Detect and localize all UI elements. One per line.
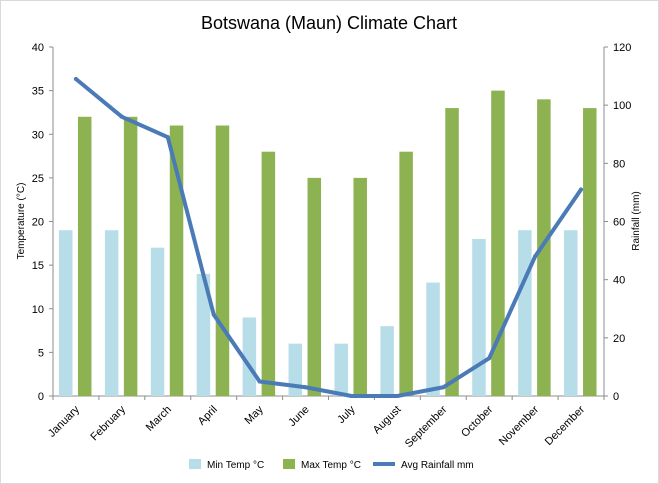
y-axis-right-title: Rainfall (mm) [631,191,642,250]
x-tick-label: November [497,403,542,448]
bars [58,90,597,397]
rainfall-point [487,356,492,361]
y-right-tick-label: 120 [613,42,631,54]
x-tick-label: March [144,404,174,434]
max-temp-bar [353,177,367,396]
max-temp-bar [491,90,505,396]
x-tick-label: May [243,403,267,427]
chart-title: Botswana (Maun) Climate Chart [201,13,457,33]
min-temp-bar [380,326,394,396]
y-right-tick-label: 20 [613,333,625,345]
legend-min-temp: Min Temp °C [189,459,264,471]
rainfall-point [257,379,262,384]
rainfall-series-line [73,76,584,398]
x-tick-label: October [459,403,495,439]
x-tick-label: April [196,404,220,428]
x-tick-label: July [335,403,358,426]
y-right-tick-label: 80 [613,158,625,170]
legend-max-temp-swatch [283,459,295,469]
x-tick-label: February [88,403,128,443]
min-temp-bar [426,282,440,396]
min-temp-bar [150,247,165,396]
rainfall-point [579,187,584,192]
max-temp-bar [169,125,184,397]
rainfall-point [349,394,354,398]
max-temp-bar [77,116,92,397]
rainfall-point [303,385,308,390]
max-temp-bar [583,108,597,396]
y-left-tick-label: 35 [32,86,44,98]
legend: Min Temp °C Max Temp °C Avg Rainfall mm [189,459,474,471]
y-left-tick-label: 25 [32,173,44,185]
legend-rainfall-label: Avg Rainfall mm [401,460,474,471]
max-temp-bar [215,125,230,397]
legend-rainfall: Avg Rainfall mm [373,460,474,471]
min-temp-bar [104,230,119,396]
y-left-tick-label: 10 [32,304,44,316]
x-tick-label: January [46,403,83,440]
min-temp-bar [334,343,348,396]
y-left-tick-label: 15 [32,260,44,272]
y-right-tick-label: 60 [613,217,625,229]
max-temp-bar [261,151,276,396]
min-temp-bar [518,230,532,396]
y-left-tick-label: 5 [38,347,44,359]
y-right-tick-label: 0 [613,391,619,403]
max-temp-bar [445,108,459,396]
min-temp-bar [472,238,486,396]
rainfall-point [73,76,78,81]
y-right-tick-label: 100 [613,100,631,112]
rainfall-point [165,135,170,140]
legend-min-temp-swatch [189,459,201,469]
rainfall-point [119,114,124,119]
legend-min-temp-label: Min Temp °C [207,460,264,471]
min-temp-bar [58,230,73,396]
rainfall-line [73,76,584,398]
rainfall-point [441,385,446,390]
min-temp-bar [196,273,211,396]
y-left-tick-label: 40 [32,42,44,54]
y-axis-left-title: Temperature (°C) [16,183,27,260]
rainfall-point [211,312,216,317]
legend-max-temp: Max Temp °C [283,459,361,471]
x-tick-label: August [371,404,404,437]
min-temp-bar [564,230,578,396]
rainfall-point [533,254,538,259]
max-temp-bar [537,99,551,396]
x-tick-label: September [403,403,450,450]
x-tick-label: June [286,404,311,429]
min-temp-bar [288,343,303,396]
rainfall-point [395,394,400,398]
y-left-tick-label: 20 [32,217,44,229]
min-temp-bar [242,317,257,396]
max-temp-bar [399,151,413,396]
y-left-tick-label: 0 [38,391,44,403]
legend-max-temp-label: Max Temp °C [301,460,361,471]
max-temp-bar [123,116,138,397]
y-right-tick-label: 40 [613,275,625,287]
max-temp-bar [307,177,322,396]
x-tick-label: December [543,403,588,448]
y-left-tick-label: 30 [32,129,44,141]
